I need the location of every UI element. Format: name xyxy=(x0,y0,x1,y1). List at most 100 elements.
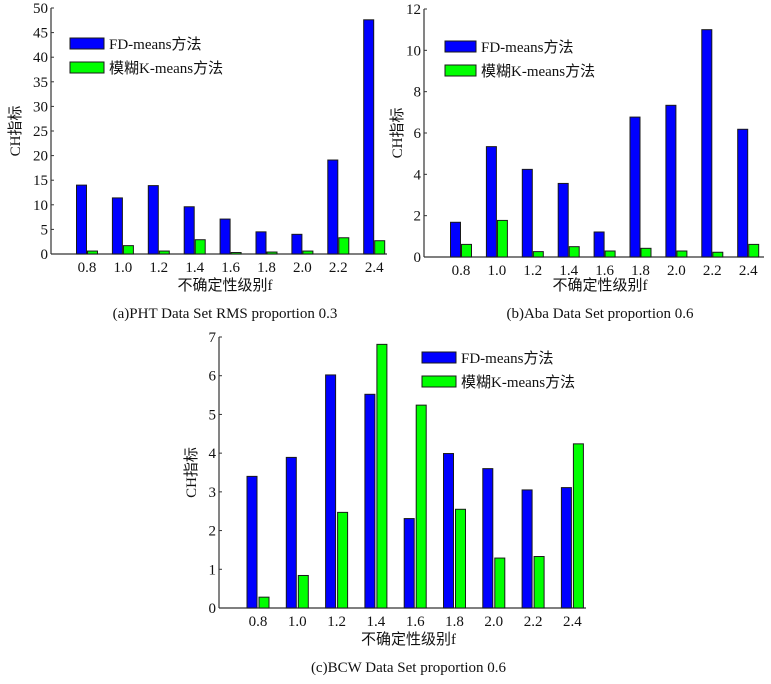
bar-fuzzy-kmeans xyxy=(455,508,466,609)
x-tick-label: 1.6 xyxy=(406,614,425,630)
y-tick-label: 45 xyxy=(33,26,48,42)
legend-swatch-fuzzy-kmeans xyxy=(69,61,105,74)
bar-fuzzy-kmeans xyxy=(572,443,584,609)
y-tick-label: 5 xyxy=(209,407,217,423)
y-tick-label: 30 xyxy=(33,99,48,115)
bar-fd-means xyxy=(325,374,337,609)
y-tick-label: 20 xyxy=(33,149,48,165)
bar-fd-means xyxy=(285,456,297,609)
x-tick-label: 2.2 xyxy=(703,263,722,279)
bar-fd-means xyxy=(557,182,569,258)
bar-fd-means xyxy=(363,19,375,255)
x-axis-label: 不确定性级别f xyxy=(361,631,456,648)
bar-fd-means xyxy=(701,29,713,258)
bar-fuzzy-kmeans xyxy=(230,252,242,255)
x-tick-label: 0.8 xyxy=(249,614,268,630)
x-tick-label: 2.0 xyxy=(484,614,503,630)
legend-label-fuzzy-kmeans: 模糊K-means方法 xyxy=(461,374,575,391)
bar-fuzzy-kmeans xyxy=(258,596,270,609)
bar-fuzzy-kmeans xyxy=(337,511,349,609)
legend-label-fd-means: FD-means方法 xyxy=(481,39,574,56)
x-tick-label: 2.4 xyxy=(365,260,384,276)
bar-fuzzy-kmeans xyxy=(376,343,388,609)
x-tick-label: 1.2 xyxy=(327,614,346,630)
bar-fd-means xyxy=(403,518,415,609)
bar-fuzzy-kmeans xyxy=(676,250,688,258)
bar-fuzzy-kmeans xyxy=(748,243,760,258)
y-axis-label: CH指标 xyxy=(183,447,200,498)
y-tick-label: 2 xyxy=(209,524,217,540)
x-tick-label: 2.4 xyxy=(563,614,582,630)
y-tick-label: 4 xyxy=(414,167,422,183)
y-tick-label: 12 xyxy=(406,2,421,18)
x-axis-label: 不确定性级别f xyxy=(553,277,648,294)
y-axis-label: CH指标 xyxy=(389,108,406,159)
bar-fuzzy-kmeans xyxy=(415,404,427,609)
bar-fuzzy-kmeans xyxy=(494,557,506,609)
y-tick-label: 10 xyxy=(33,198,48,214)
x-tick-label: 1.6 xyxy=(221,260,240,276)
bar-fd-means xyxy=(629,116,641,258)
legend-swatch-fd-means xyxy=(69,37,105,50)
y-tick-label: 4 xyxy=(209,446,217,462)
y-tick-label: 2 xyxy=(414,209,422,225)
bar-fd-means xyxy=(521,489,533,609)
bar-fd-means xyxy=(147,185,159,255)
bar-fd-means xyxy=(246,475,258,609)
bar-fuzzy-kmeans xyxy=(122,245,134,255)
bar-fuzzy-kmeans xyxy=(266,251,278,255)
bar-fuzzy-kmeans xyxy=(640,247,652,258)
bar-fuzzy-kmeans xyxy=(374,240,386,255)
x-tick-label: 1.0 xyxy=(288,614,307,630)
chart-caption: (b)Aba Data Set proportion 0.6 xyxy=(506,306,694,322)
x-tick-label: 0.8 xyxy=(78,260,97,276)
y-tick-label: 6 xyxy=(209,369,217,385)
bar-fd-means xyxy=(665,104,677,258)
bar-fuzzy-kmeans xyxy=(297,574,309,609)
x-tick-label: 1.4 xyxy=(367,614,386,630)
bar-fd-means xyxy=(364,393,376,609)
y-tick-label: 0 xyxy=(414,250,422,266)
chart-caption: (c)BCW Data Set proportion 0.6 xyxy=(311,660,507,676)
x-tick-label: 1.8 xyxy=(631,263,650,279)
legend-label-fd-means: FD-means方法 xyxy=(461,350,554,367)
x-tick-label: 1.0 xyxy=(114,260,133,276)
legend-swatch-fuzzy-kmeans xyxy=(444,64,477,77)
chart-b: 0 2 4 6 8 10 12 0.8 1.0 1.2 1.4 1.6 1.8 2.0 2.2 2.4 CH指标… xyxy=(389,2,764,322)
bar-fuzzy-kmeans xyxy=(302,250,314,255)
y-tick-label: 15 xyxy=(33,173,48,189)
bar-fd-means xyxy=(291,233,303,255)
legend-label-fd-means: FD-means方法 xyxy=(109,36,202,53)
bar-fd-means xyxy=(443,453,454,609)
y-tick-label: 5 xyxy=(41,222,49,238)
x-tick-label: 1.8 xyxy=(445,614,464,630)
y-axis-label: CH指标 xyxy=(7,106,24,157)
bar-fd-means xyxy=(737,128,749,258)
x-tick-label: 1.4 xyxy=(185,260,204,276)
bar-fuzzy-kmeans xyxy=(338,237,350,255)
bar-fd-means xyxy=(327,159,339,255)
bar-fuzzy-kmeans xyxy=(87,250,98,255)
y-tick-label: 1 xyxy=(209,562,217,578)
bar-fuzzy-kmeans xyxy=(568,246,580,258)
bar-fuzzy-kmeans xyxy=(604,250,616,258)
x-tick-label: 1.0 xyxy=(488,263,507,279)
bar-fd-means xyxy=(255,231,267,255)
y-tick-label: 0 xyxy=(209,601,217,617)
bar-fuzzy-kmeans xyxy=(461,243,472,258)
bar-fuzzy-kmeans xyxy=(496,219,508,258)
x-tick-label: 1.6 xyxy=(595,263,614,279)
y-tick-label: 35 xyxy=(33,75,48,91)
bar-fuzzy-kmeans xyxy=(533,556,545,609)
bar-fuzzy-kmeans xyxy=(712,251,724,258)
y-tick-label: 6 xyxy=(414,126,422,142)
y-tick-label: 8 xyxy=(414,85,422,101)
legend-swatch-fuzzy-kmeans xyxy=(421,375,457,388)
x-tick-label: 1.8 xyxy=(257,260,276,276)
bar-fd-means xyxy=(111,197,123,255)
bar-fd-means xyxy=(450,221,461,258)
legend-label-fuzzy-kmeans: 模糊K-means方法 xyxy=(481,63,595,80)
x-tick-label: 2.2 xyxy=(524,614,543,630)
bar-fd-means xyxy=(485,146,497,258)
